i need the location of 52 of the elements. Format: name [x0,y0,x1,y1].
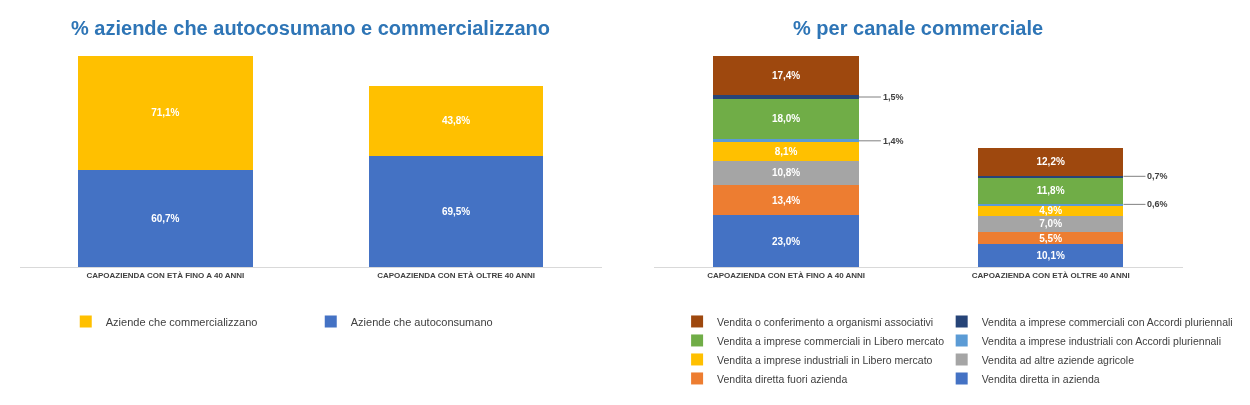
bar [713,95,859,99]
legend-label: Vendita a imprese commerciali con Accordi pluriennali [981,315,1233,328]
bar [977,244,1124,267]
data-label: 7,0% [1039,218,1063,230]
legend-label: Aziende che autoconsumano [350,315,493,328]
bar [713,142,859,161]
legend-label: Vendita a imprese commerciali in Libero mercato [717,334,945,347]
bar [78,56,253,170]
data-label: 23,0% [771,235,801,247]
x-tick-label: CAPOAZIENDA CON ETÀ FINO A 40 ANNI [86,270,245,280]
bar [977,148,1124,176]
legend-label: Vendita diretta in azienda [981,372,1100,385]
data-label: 71,1% [151,107,180,119]
data-label: 8,1% [774,146,798,158]
data-label: 12,2% [1036,156,1065,168]
x-tick-label: CAPOAZIENDA CON ETÀ FINO A 40 ANNI [707,270,866,280]
data-label: 43,8% [441,115,471,127]
data-label: 10,1% [1036,250,1065,262]
legend-label: Vendita o conferimento a organismi associativi [717,315,934,328]
bar [713,98,859,140]
bar [368,155,544,267]
legend-label: Aziende che commercializzano [105,315,258,328]
bar [713,139,859,143]
chart-title: % aziende che autocosumano e commercializzano [71,17,551,39]
bar [713,56,859,96]
data-label: 5,5% [1039,232,1063,244]
data-label: 1,5% [883,92,904,102]
data-label: 0,6% [1147,199,1168,209]
bar [713,215,859,267]
data-label: 1,4% [883,136,904,146]
data-label: 60,7% [151,212,180,224]
data-label: 11,8% [1036,184,1065,196]
bar [713,184,859,216]
data-label: 17,4% [771,70,801,82]
legend-label: Vendita a imprese industriali in Libero mercato [717,353,933,366]
data-label: 4,9% [1039,205,1063,217]
bar [977,177,1124,204]
data-label: 69,5% [441,205,471,217]
data-label: 18,0% [771,113,801,125]
chart-title: % per canale commerciale [793,17,1044,39]
legend-label: Vendita ad altre aziende agricole [981,353,1135,366]
data-label: 0,7% [1147,171,1168,181]
legend-label: Vendita a imprese industriali con Accordi pluriennali [981,334,1221,347]
data-label: 10,8% [771,167,801,179]
bar [713,160,859,185]
x-tick-label: CAPOAZIENDA CON ETÀ OLTRE 40 ANNI [377,270,536,280]
x-tick-label: CAPOAZIENDA CON ETÀ OLTRE 40 ANNI [971,270,1130,280]
bar [78,169,253,267]
bar [977,216,1124,232]
data-label: 13,4% [771,194,801,206]
bar [368,85,544,156]
legend-label: Vendita diretta fuori azienda [717,372,848,385]
